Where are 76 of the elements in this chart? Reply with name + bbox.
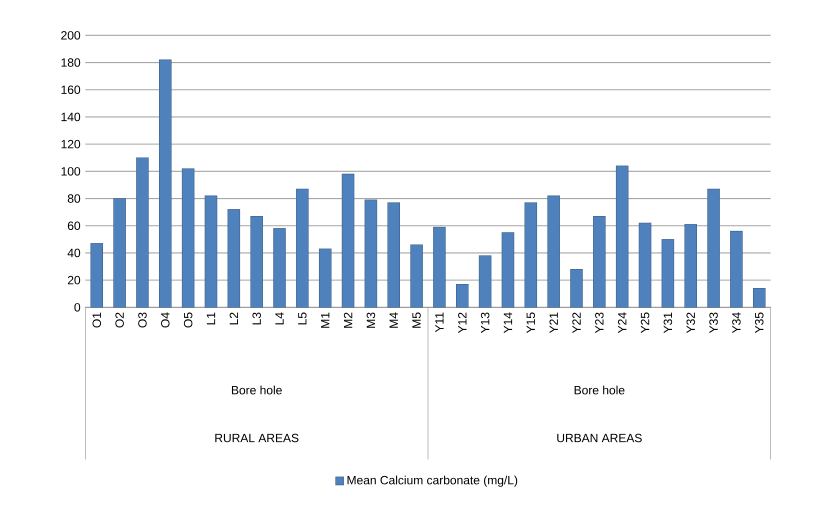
bar [456,284,469,308]
y-tick-label: 100 [62,167,80,176]
bar [228,209,240,308]
x-tick-label: Y35 [755,312,764,334]
x-tick-label: Y13 [480,312,490,334]
bar [433,226,446,308]
x-tick-label: Y15 [526,312,536,334]
bar [182,168,194,308]
y-tick-label: 40 [68,248,80,258]
bar [136,157,149,308]
x-tick-label: Y11 [435,312,444,332]
bar [318,248,332,308]
x-tick-label: M4 [390,312,398,328]
text: URBAN AREAS [557,434,642,442]
bar [478,255,492,308]
x-tick-label: M2 [344,312,352,328]
text: Bore hole [574,386,624,394]
bar [707,188,720,308]
bar [547,196,560,308]
text: RURAL AREAS [215,434,298,442]
x-tick-label: L5 [298,312,307,324]
bar [387,202,400,308]
bar [593,216,606,308]
x-tick-label: Y34 [732,312,741,334]
y-tick-label: 60 [68,221,80,230]
x-tick-label: Y21 [549,312,558,334]
bar [524,202,538,308]
x-tick-label: L1 [206,312,216,324]
x-tick-label: O4 [161,312,170,328]
bar [273,228,286,308]
x-tick-label: O5 [184,312,192,328]
y-tick-label: 80 [68,194,80,203]
x-tick-label: Y25 [640,312,650,334]
bar [250,216,263,308]
y-tick-label: 0 [74,303,80,312]
x-tick-label: Y12 [458,312,466,334]
bar [364,200,378,308]
bar [90,243,104,308]
bar [159,60,172,308]
x-tick-label: L3 [252,312,261,324]
bar [296,188,309,308]
x-tick-label: O2 [115,312,124,328]
bar [730,230,743,308]
bar [570,268,583,308]
x-tick-label: O1 [92,312,102,328]
x-tick-label: Y23 [595,312,604,334]
bar [684,224,697,308]
y-tick-label: 200 [61,31,80,40]
text: Bore hole [232,386,282,394]
bar [204,196,218,308]
y-tick-label: 120 [62,140,80,148]
x-tick-label: Y33 [709,312,718,334]
bar [638,222,652,308]
x-tick-label: Y22 [572,312,581,334]
bar [502,232,514,308]
bar [113,198,126,308]
x-tick-label: M3 [366,312,376,328]
x-tick-label: L4 [275,312,284,324]
bar [662,239,674,308]
x-tick-label: Y31 [664,312,672,334]
bar [410,244,423,308]
x-tick-label: Y24 [618,312,626,334]
y-tick-label: 140 [62,112,80,122]
x-tick-label: L2 [230,312,238,324]
x-tick-label: M5 [412,312,421,328]
bar [342,174,354,308]
y-tick-label: 20 [68,276,80,284]
x-tick-label: M1 [321,312,330,328]
x-tick-label: O3 [138,312,147,328]
x-tick-label: Y32 [686,312,695,334]
bar [616,166,628,308]
x-tick-label: Y14 [504,312,512,334]
y-tick-label: 160 [62,85,80,94]
legend-label: Mean Calcium carbonate (mg/L) [348,476,518,487]
y-tick-label: 180 [62,58,80,67]
bar [752,288,766,308]
